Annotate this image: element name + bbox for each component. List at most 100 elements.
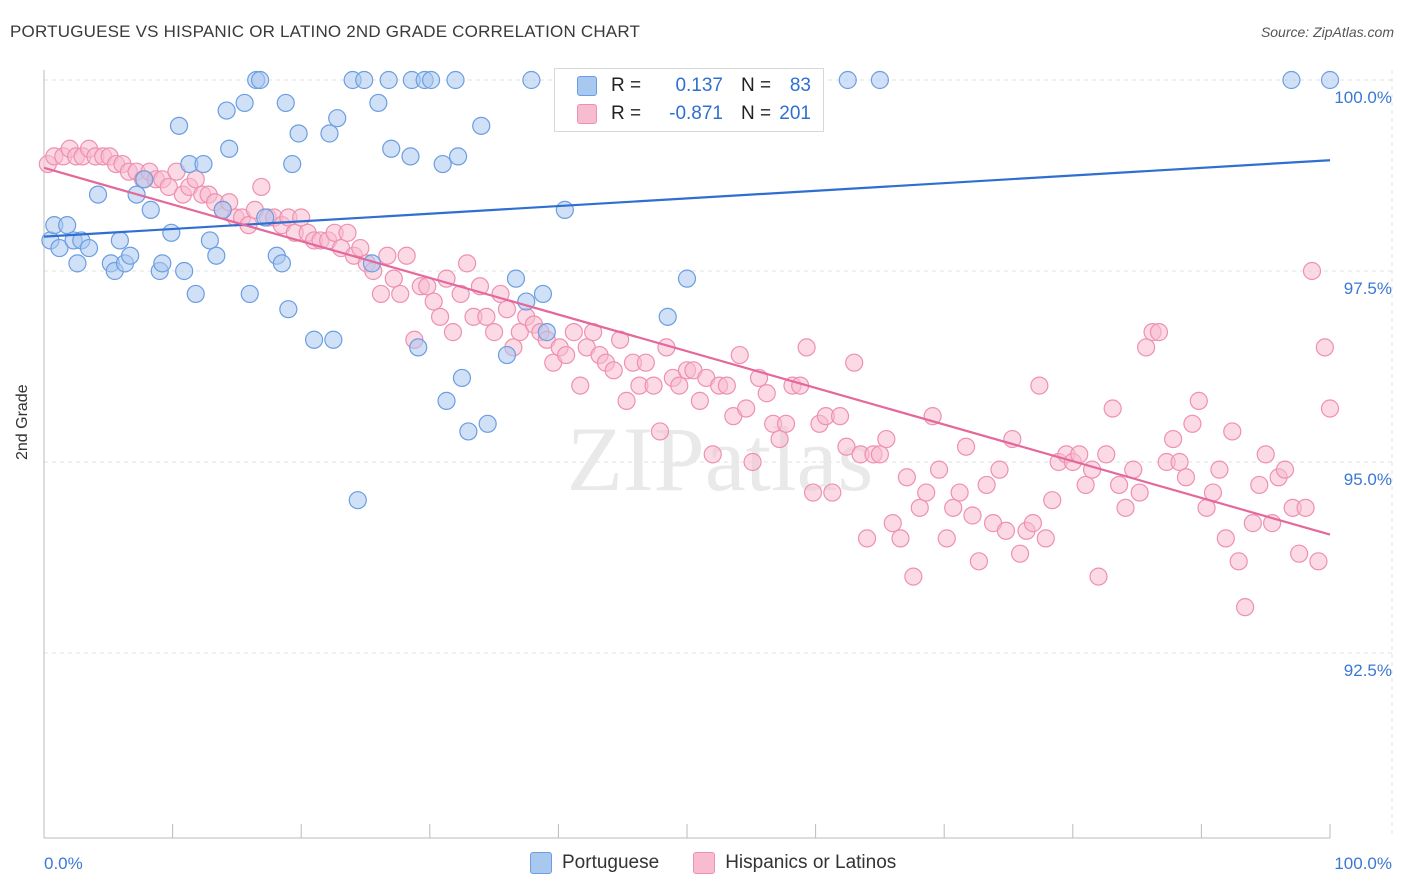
legend-row-portuguese: R = 0.137 N = 83 [577, 74, 811, 98]
portuguese-point [421, 70, 441, 90]
hispanic-point [883, 514, 902, 533]
portuguese-point [207, 246, 226, 265]
portuguese-point [304, 330, 324, 349]
hispanic-point [397, 246, 416, 265]
hispanic-point [803, 483, 823, 502]
hispanic-point [969, 552, 989, 571]
hispanic-n-value: 201 [779, 103, 811, 124]
portuguese-point [533, 284, 553, 304]
hispanic-point [384, 269, 403, 288]
hispanic-point [897, 468, 917, 487]
portuguese-point [279, 300, 298, 319]
hispanic-point [1116, 498, 1135, 517]
hispanic-point [1137, 338, 1156, 357]
hispanic-point [1089, 567, 1108, 586]
hispanic-point [904, 567, 923, 586]
hispanic-point [338, 223, 357, 242]
portuguese-point [58, 216, 77, 235]
hispanic-point [1216, 529, 1235, 548]
portuguese-legend-swatch [530, 852, 552, 874]
hispanic-point [1189, 391, 1208, 410]
hispanic-point [857, 529, 877, 548]
hispanic-point [1130, 483, 1149, 502]
hispanic-point [1229, 552, 1248, 571]
portuguese-point [379, 70, 398, 90]
portuguese-point [141, 200, 160, 219]
hispanic-point [1250, 475, 1269, 495]
y-tick-label: 100.0% [1334, 88, 1392, 107]
portuguese-point [240, 284, 259, 304]
legend-row-hispanic: R = -0.871 N = 201 [577, 102, 811, 126]
stats-legend: R = 0.137 N = 83 R = -0.871 N = 201 [554, 68, 824, 132]
hispanic-n-label: N = [741, 103, 772, 124]
portuguese-point [433, 154, 452, 174]
hispanic-point [1030, 376, 1049, 395]
portuguese-point [88, 185, 108, 204]
hispanic-point [351, 238, 370, 258]
hispanic-point [1236, 598, 1255, 617]
portuguese-point [472, 116, 491, 135]
hispanic-point [910, 498, 929, 517]
portuguese-point [68, 254, 87, 273]
hispanic-point [557, 345, 576, 365]
portuguese-point [256, 208, 275, 227]
hispanic-legend-label: Hispanics or Latinos [725, 852, 897, 873]
hispanic-point [497, 300, 517, 319]
hispanic-r-label: R = [611, 103, 642, 124]
hispanic-point [891, 529, 910, 548]
hispanic-point [1097, 445, 1116, 464]
hispanic-point [757, 384, 776, 403]
portuguese-point [194, 154, 213, 174]
hispanic-trend-line [43, 166, 1331, 536]
hispanic-point [1210, 460, 1229, 479]
hispanic-point [990, 460, 1009, 479]
portuguese-point [348, 491, 367, 510]
hispanic-point [977, 475, 996, 495]
hispanic-point [670, 376, 689, 395]
portuguese-swatch [577, 76, 597, 96]
portuguese-point [121, 246, 140, 265]
portuguese-point [272, 254, 292, 273]
portuguese-point [537, 323, 556, 342]
portuguese-r-label: R = [611, 75, 642, 96]
hispanic-point [1076, 475, 1095, 495]
hispanic-point [292, 208, 311, 227]
legend-item-hispanic: Hispanics or Latinos [693, 852, 896, 874]
hispanic-point [944, 498, 963, 517]
portuguese-point [235, 93, 254, 113]
hispanic-point [391, 284, 410, 304]
hispanic-point [371, 284, 391, 304]
hispanic-point [457, 254, 477, 273]
hispanic-point [770, 429, 789, 449]
hispanic-point [485, 323, 504, 342]
hispanic-point [1309, 552, 1328, 571]
portuguese-point [448, 147, 468, 166]
axes [43, 70, 1331, 839]
portuguese-point [1320, 70, 1340, 90]
hispanic-point [159, 177, 178, 197]
portuguese-point [289, 124, 308, 143]
hispanic-point [1036, 529, 1055, 548]
portuguese-n-value: 83 [789, 75, 811, 96]
portuguese-point [283, 154, 302, 174]
portuguese-legend-label: Portuguese [562, 852, 660, 873]
hispanic-point [929, 460, 949, 479]
portuguese-point [320, 124, 339, 143]
hispanic-point [1149, 323, 1169, 342]
portuguese-point [355, 70, 374, 90]
portuguese-point [658, 307, 677, 326]
portuguese-point [217, 101, 236, 120]
hispanic-point [186, 170, 205, 189]
hispanic-point [604, 361, 623, 380]
hispanic-point [650, 422, 670, 441]
hispanic-point [1170, 452, 1189, 472]
hispanic-point [870, 445, 890, 464]
portuguese-point [200, 231, 219, 250]
hispanic-point [917, 483, 936, 502]
hispanic-point [877, 429, 896, 449]
hispanic-point [963, 506, 982, 525]
hispanic-point [823, 483, 842, 502]
hispanic-point [636, 353, 655, 372]
legend-item-portuguese: Portuguese [530, 852, 659, 874]
hispanic-point [252, 177, 271, 197]
